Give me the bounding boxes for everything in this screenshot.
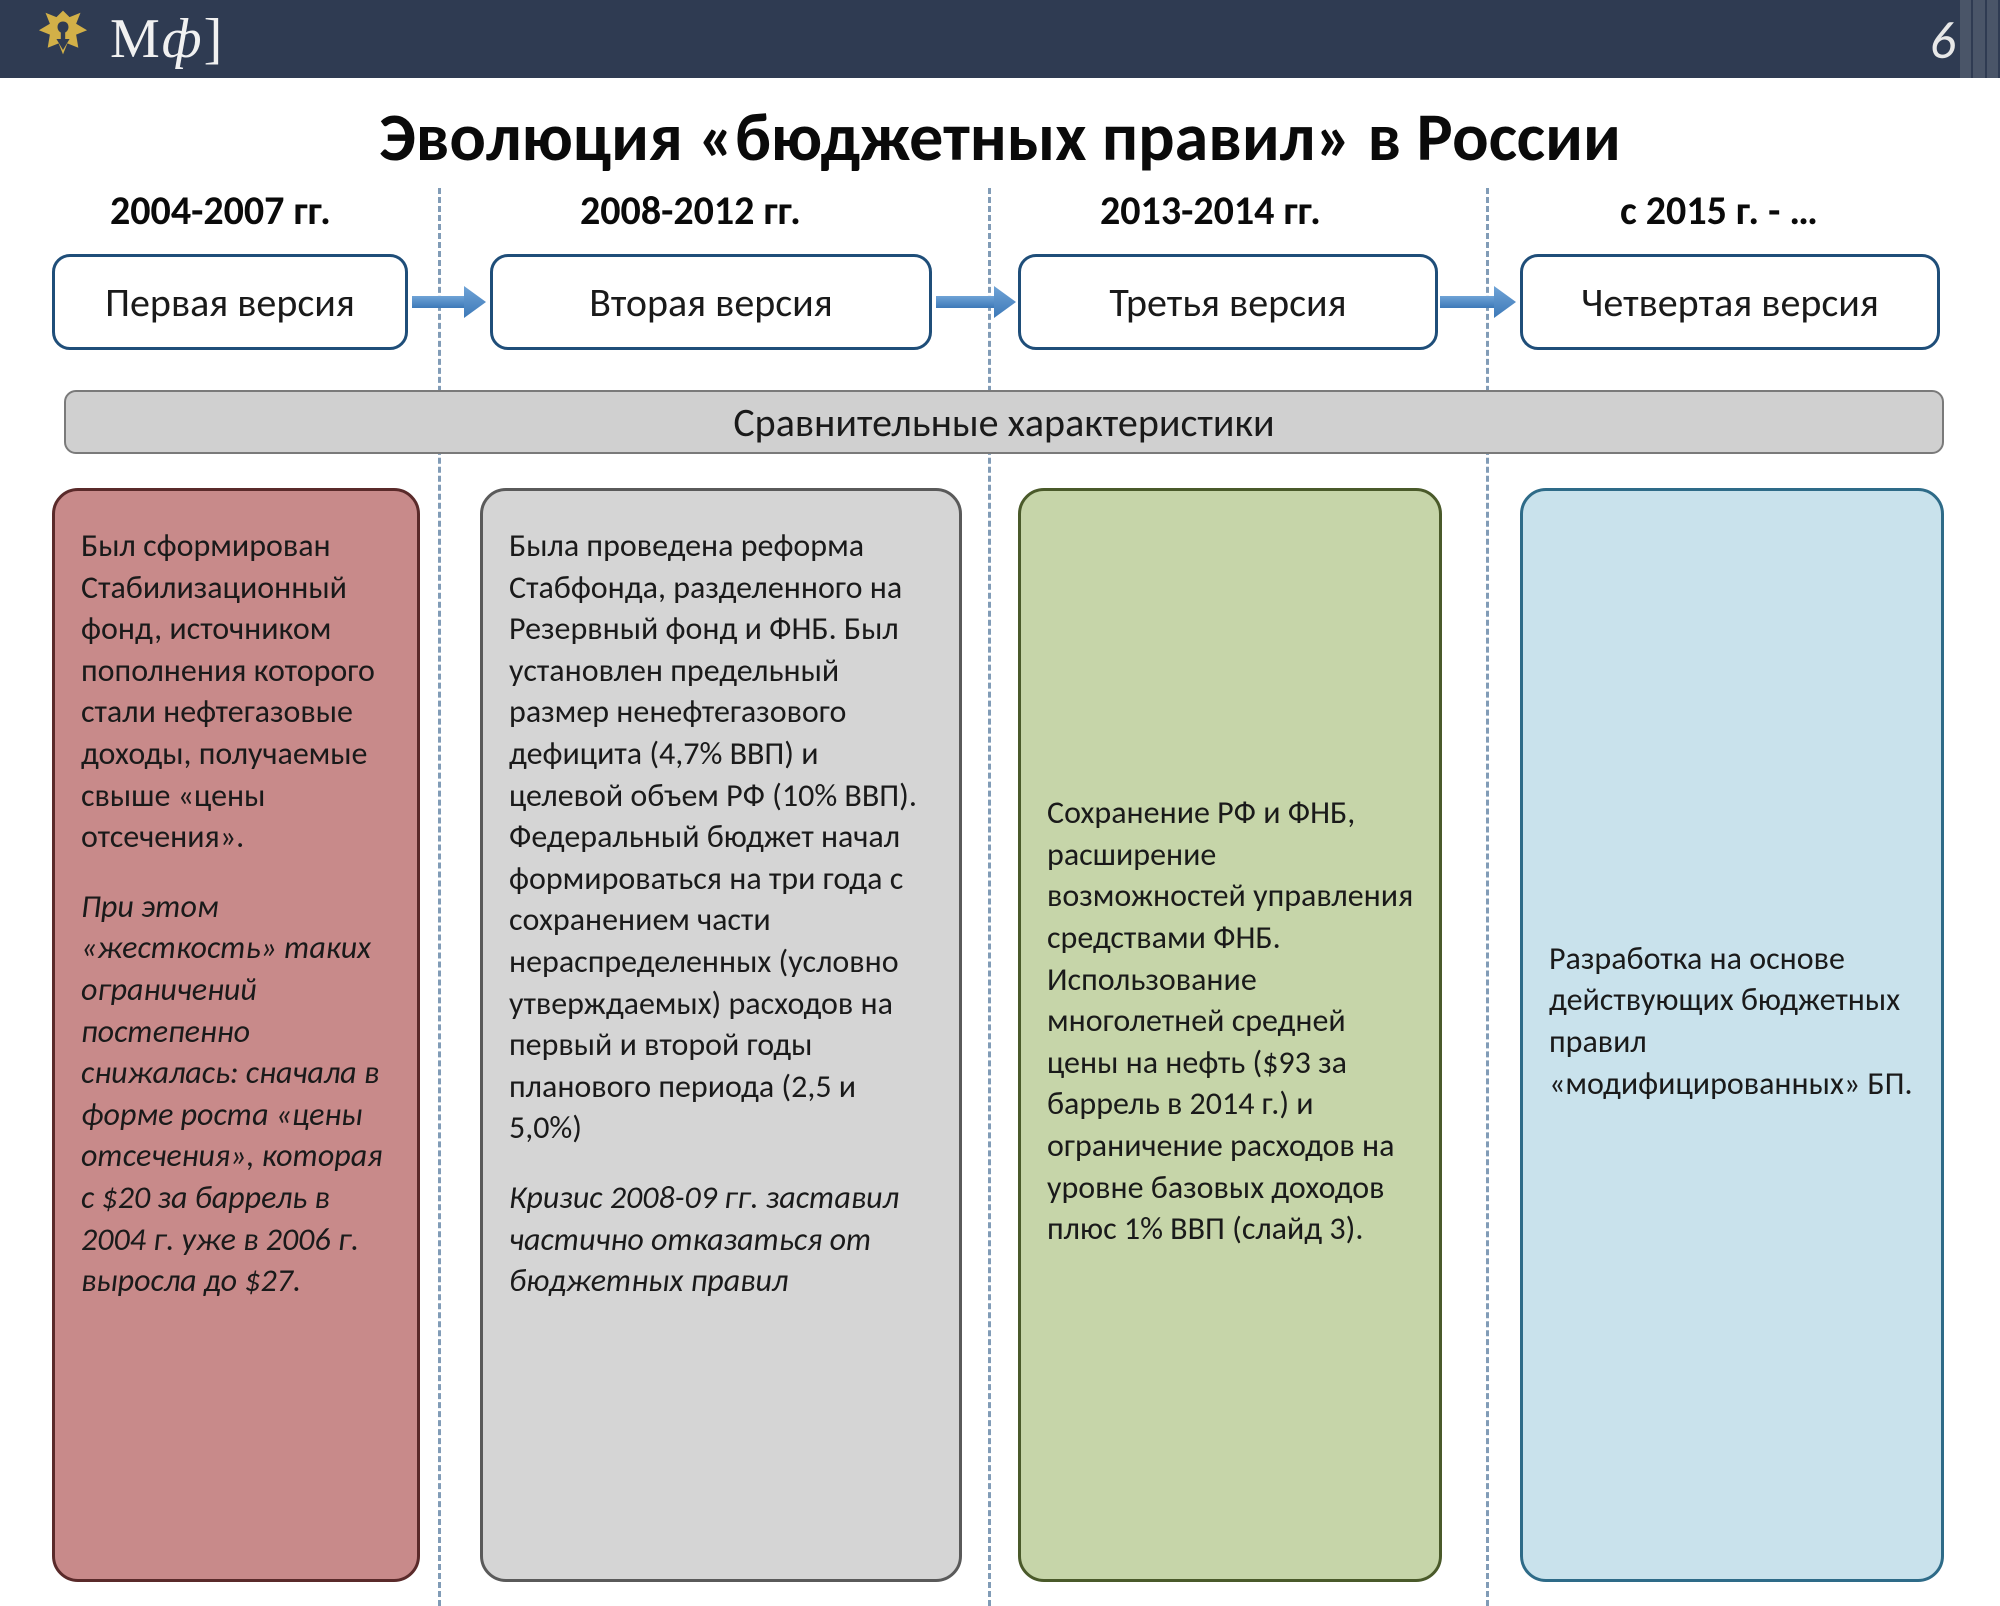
detail-card: Был сформирован Стабилизационный фонд, и… bbox=[52, 488, 420, 1582]
header-decor-stripes bbox=[1960, 0, 2000, 78]
arrow-icon bbox=[1440, 286, 1516, 318]
detail-card: Была проведена реформа Стабфонда, раздел… bbox=[480, 488, 962, 1582]
version-box: Вторая версия bbox=[490, 254, 932, 350]
page-number: 6 bbox=[1930, 8, 1956, 72]
period-label: 2008-2012 гг. bbox=[580, 186, 801, 235]
period-label: с 2015 г. - … bbox=[1620, 186, 1818, 235]
page-title: Эволюция «бюджетных правил» в России bbox=[0, 96, 2000, 179]
card-paragraph: Был сформирован Стабилизационный фонд, и… bbox=[81, 525, 393, 858]
version-box: Первая версия bbox=[52, 254, 408, 350]
detail-card: Разработка на основе действующих бюджетн… bbox=[1520, 488, 1944, 1582]
card-paragraph: Сохранение РФ и ФНБ, расширение возможно… bbox=[1047, 792, 1415, 1250]
comparative-characteristics-label: Сравнительные характеристики bbox=[733, 398, 1274, 447]
periods-row: 2004-2007 гг. 2008-2012 гг. 2013-2014 гг. с… bbox=[0, 186, 2000, 240]
version-box: Четвертая версия bbox=[1520, 254, 1940, 350]
header-bar: Мф] 6 bbox=[0, 0, 2000, 78]
header-logo-text: Мф] bbox=[110, 7, 224, 71]
arrow-icon bbox=[412, 286, 486, 318]
card-paragraph: Была проведена реформа Стабфонда, раздел… bbox=[509, 525, 935, 1149]
card-paragraph-italic: При этом «жесткость» таких ограничений п… bbox=[81, 886, 393, 1302]
period-label: 2004-2007 гг. bbox=[110, 186, 331, 235]
emblem-icon bbox=[28, 4, 98, 74]
comparative-characteristics-bar: Сравнительные характеристики bbox=[64, 390, 1944, 454]
card-paragraph-italic: Кризис 2008-09 гг. заставил частично отк… bbox=[509, 1177, 935, 1302]
arrow-icon bbox=[936, 286, 1016, 318]
period-label: 2013-2014 гг. bbox=[1100, 186, 1321, 235]
version-box: Третья версия bbox=[1018, 254, 1438, 350]
card-paragraph: Разработка на основе действующих бюджетн… bbox=[1549, 938, 1917, 1104]
detail-card: Сохранение РФ и ФНБ, расширение возможно… bbox=[1018, 488, 1442, 1582]
